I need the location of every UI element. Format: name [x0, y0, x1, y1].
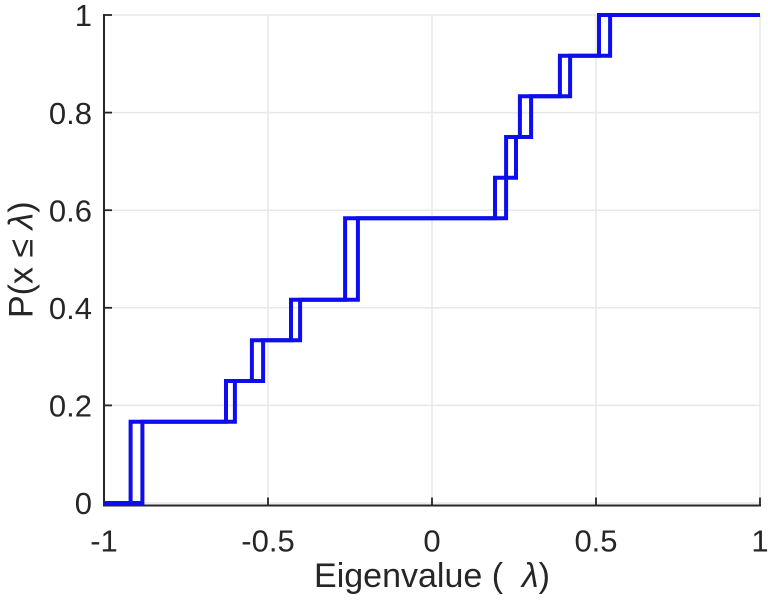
y-tick-label: 0.8: [49, 96, 92, 131]
x-tick-label: 0: [423, 523, 440, 558]
y-tick-label: 0.4: [49, 291, 92, 326]
lambda-symbol: λ: [521, 557, 539, 595]
y-tick-label: 0: [75, 486, 92, 521]
x-axis-label-suffix: ): [538, 557, 550, 595]
y-axis-label: P(x ≤ λ): [2, 110, 41, 410]
curve-layer: [104, 13, 760, 505]
tick-label-layer: -1 -0.5 0 0.5 1 0 0.2 0.4 0.6 0.8 1: [49, 0, 768, 558]
y-axis-label-suffix: ): [2, 201, 41, 213]
grid-layer: [103, 14, 761, 504]
x-tick-label: -1: [90, 523, 118, 558]
y-axis-label-text: P(x ≤: [2, 229, 41, 319]
lambda-symbol: λ: [2, 212, 41, 230]
x-axis-label: Eigenvalue ( λ): [104, 557, 760, 595]
x-tick-label: -0.5: [241, 523, 294, 558]
y-tick-label: 0.6: [49, 193, 92, 228]
x-tick-label: 1: [751, 523, 768, 558]
ecdf-curve-2: [104, 13, 760, 505]
y-tick-label: 1: [75, 0, 92, 33]
x-axis-label-text: Eigenvalue (: [314, 557, 522, 595]
x-tick-label: 0.5: [574, 523, 617, 558]
y-tick-label: 0.2: [49, 389, 92, 424]
